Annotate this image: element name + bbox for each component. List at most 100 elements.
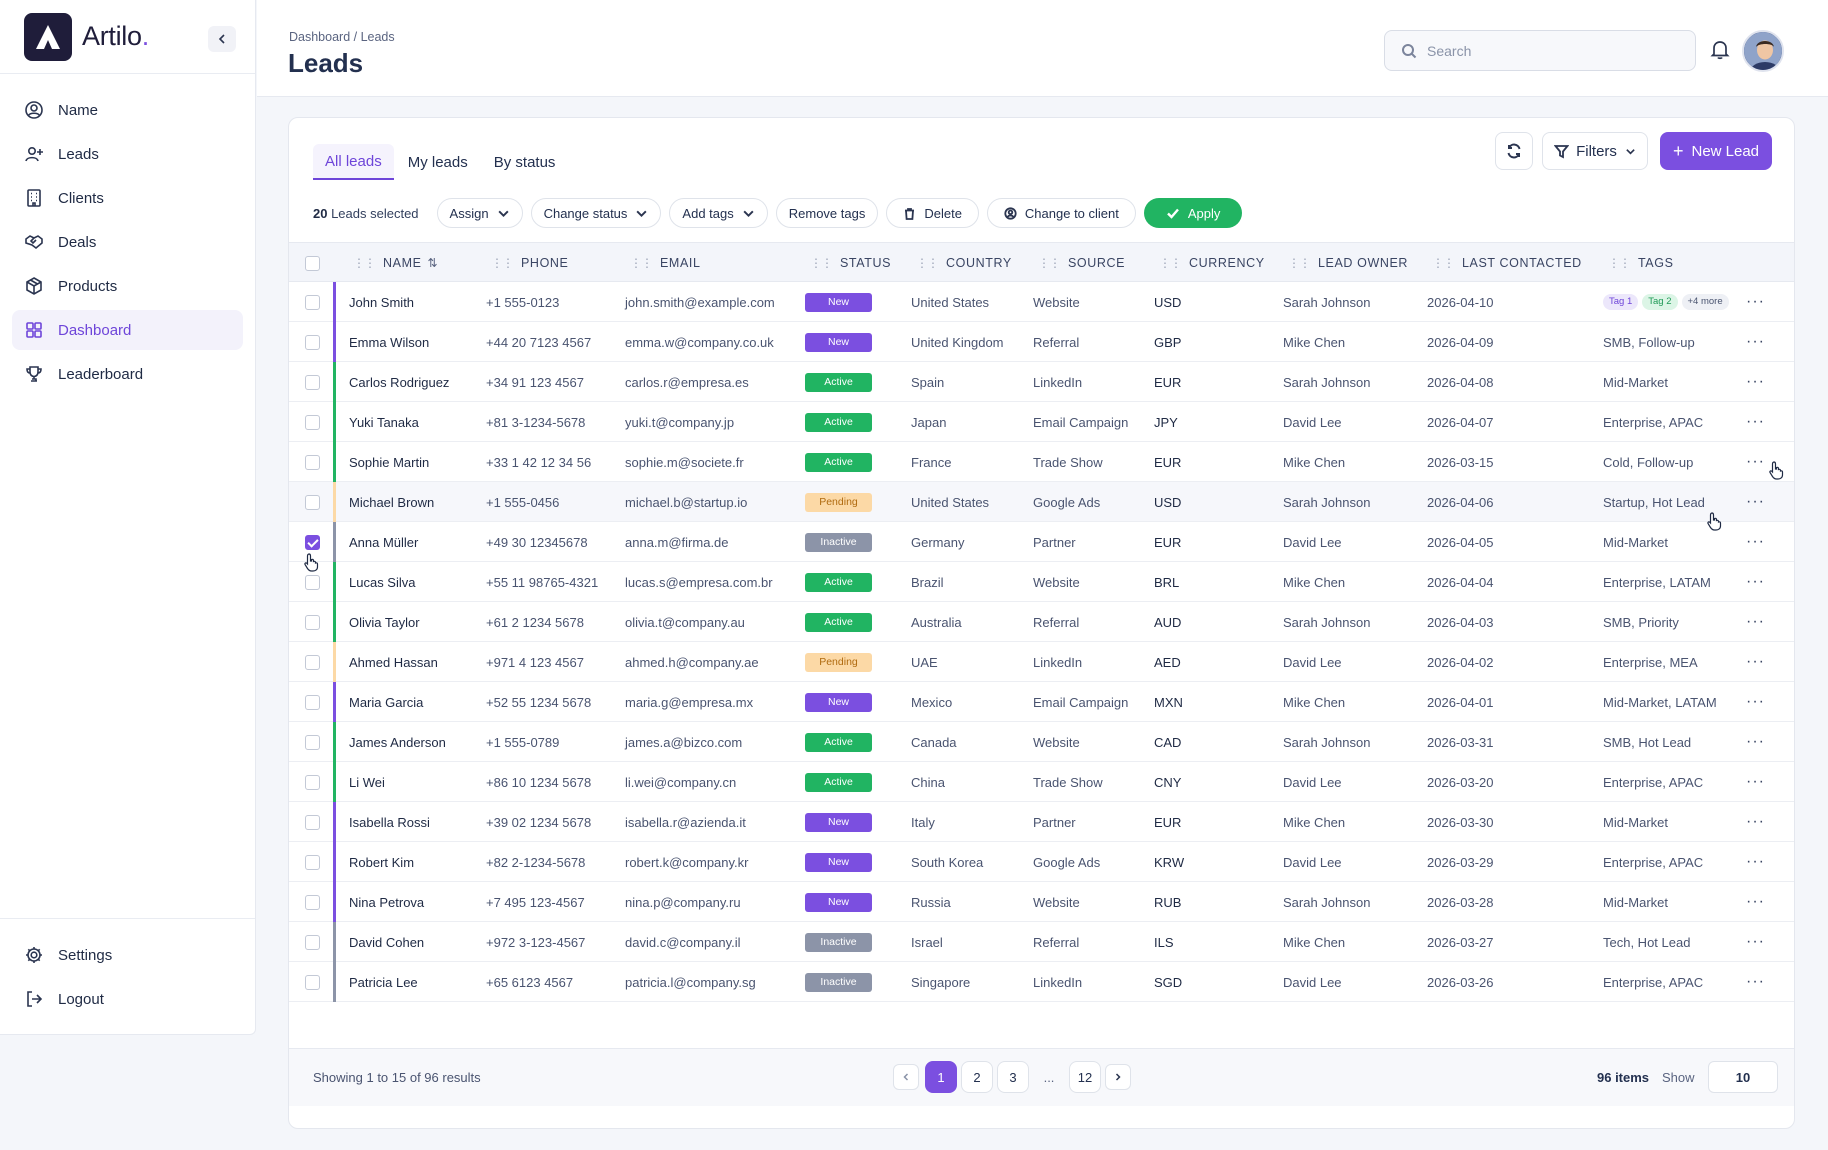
table-row[interactable]: Olivia Taylor +61 2 1234 5678 olivia.t@com… bbox=[289, 602, 1794, 642]
table-row[interactable]: Yuki Tanaka +81 3-1234-5678 yuki.t@company… bbox=[289, 402, 1794, 442]
sort-icon[interactable]: ⇅ bbox=[427, 256, 439, 270]
cell-name[interactable]: Patricia Lee bbox=[349, 974, 418, 990]
column-last-contacted[interactable]: ⋮⋮ LAST CONTACTED bbox=[1432, 243, 1582, 283]
column-status[interactable]: ⋮⋮ STATUS bbox=[810, 243, 891, 283]
cell-email[interactable]: james.a@bizco.com bbox=[625, 734, 743, 750]
page-size-select[interactable]: 10 bbox=[1708, 1061, 1778, 1093]
drag-handle-icon[interactable]: ⋮⋮ bbox=[491, 256, 514, 270]
change-status-button[interactable]: Change status bbox=[530, 198, 662, 228]
row-checkbox[interactable] bbox=[305, 814, 320, 830]
column-country[interactable]: ⋮⋮ COUNTRY bbox=[916, 243, 1012, 283]
tab-my-leads[interactable]: My leads bbox=[407, 153, 468, 171]
notifications-button[interactable] bbox=[1709, 38, 1733, 62]
cell-name[interactable]: Isabella Rossi bbox=[349, 814, 430, 830]
filters-button[interactable]: Filters bbox=[1542, 132, 1648, 170]
cell-name[interactable]: Sophie Martin bbox=[349, 454, 430, 470]
cell-name[interactable]: Carlos Rodriguez bbox=[349, 374, 450, 390]
cell-name[interactable]: Maria Garcia bbox=[349, 694, 424, 710]
sidebar-item-logout[interactable]: Logout bbox=[12, 979, 243, 1019]
remove-tags-button[interactable]: Remove tags bbox=[775, 198, 879, 228]
cell-name[interactable]: Olivia Taylor bbox=[349, 614, 420, 630]
column-phone[interactable]: ⋮⋮ PHONE bbox=[491, 243, 568, 283]
row-checkbox[interactable] bbox=[305, 294, 320, 310]
row-more-icon[interactable]: ··· bbox=[1746, 533, 1765, 550]
row-checkbox[interactable] bbox=[305, 414, 320, 430]
sidebar-item-dashboard[interactable]: Dashboard bbox=[12, 310, 243, 350]
cell-name[interactable]: David Cohen bbox=[349, 934, 425, 950]
cell-name[interactable]: Nina Petrova bbox=[349, 894, 425, 910]
cell-name[interactable]: Emma Wilson bbox=[349, 334, 430, 350]
table-row[interactable]: Emma Wilson +44 20 7123 4567 emma.w@compan… bbox=[289, 322, 1794, 362]
table-row[interactable]: Maria Garcia +52 55 1234 5678 maria.g@empr… bbox=[289, 682, 1794, 722]
row-checkbox[interactable] bbox=[305, 734, 320, 750]
row-more-icon[interactable]: ··· bbox=[1746, 693, 1765, 710]
row-more-icon[interactable]: ··· bbox=[1746, 893, 1765, 910]
cell-name[interactable]: Michael Brown bbox=[349, 494, 435, 510]
drag-handle-icon[interactable]: ⋮⋮ bbox=[630, 256, 653, 270]
column-email[interactable]: ⋮⋮ EMAIL bbox=[630, 243, 701, 283]
row-checkbox[interactable] bbox=[305, 614, 320, 630]
cell-email[interactable]: isabella.r@azienda.it bbox=[625, 814, 746, 830]
search-box[interactable] bbox=[1384, 30, 1696, 71]
cell-name[interactable]: Lucas Silva bbox=[349, 574, 416, 590]
page-button[interactable]: 3 bbox=[997, 1061, 1029, 1093]
cell-name[interactable]: James Anderson bbox=[349, 734, 446, 750]
row-more-icon[interactable]: ··· bbox=[1746, 413, 1765, 430]
table-row[interactable]: Lucas Silva +55 11 98765-4321 lucas.s@empr… bbox=[289, 562, 1794, 602]
cell-email[interactable]: lucas.s@empresa.com.br bbox=[625, 574, 773, 590]
row-checkbox[interactable] bbox=[305, 534, 320, 550]
tab-by-status[interactable]: By status bbox=[493, 153, 556, 171]
table-row[interactable]: John Smith +1 555-0123 john.smith@example.… bbox=[289, 282, 1794, 322]
collapse-sidebar-button[interactable] bbox=[208, 26, 236, 52]
table-row[interactable]: Anna Müller +49 30 12345678 anna.m@firma.d… bbox=[289, 522, 1794, 562]
sidebar-item-products[interactable]: Products bbox=[12, 266, 243, 306]
column-tags[interactable]: ⋮⋮ TAGS bbox=[1608, 243, 1674, 283]
tab-all-leads[interactable]: All leads bbox=[313, 144, 394, 180]
row-checkbox[interactable] bbox=[305, 774, 320, 790]
page-button[interactable]: 2 bbox=[961, 1061, 993, 1093]
row-checkbox[interactable] bbox=[305, 494, 320, 510]
row-more-icon[interactable]: ··· bbox=[1746, 453, 1765, 470]
cell-name[interactable]: John Smith bbox=[349, 294, 415, 310]
row-checkbox[interactable] bbox=[305, 374, 320, 390]
drag-handle-icon[interactable]: ⋮⋮ bbox=[353, 256, 376, 270]
cell-email[interactable]: john.smith@example.com bbox=[625, 294, 775, 310]
row-checkbox[interactable] bbox=[305, 894, 320, 910]
table-row[interactable]: David Cohen +972 3-123-4567 david.c@compan… bbox=[289, 922, 1794, 962]
row-checkbox[interactable] bbox=[305, 334, 320, 350]
drag-handle-icon[interactable]: ⋮⋮ bbox=[1432, 256, 1455, 270]
row-more-icon[interactable]: ··· bbox=[1746, 293, 1765, 310]
page-button[interactable]: 1 bbox=[925, 1061, 957, 1093]
table-row[interactable]: Robert Kim +82 2-1234-5678 robert.k@compan… bbox=[289, 842, 1794, 882]
cell-email[interactable]: anna.m@firma.de bbox=[625, 534, 729, 550]
row-more-icon[interactable]: ··· bbox=[1746, 493, 1765, 510]
row-more-icon[interactable]: ··· bbox=[1746, 853, 1765, 870]
table-row[interactable]: Sophie Martin +33 1 42 12 34 56 sophie.m@s… bbox=[289, 442, 1794, 482]
row-more-icon[interactable]: ··· bbox=[1746, 373, 1765, 390]
cell-name[interactable]: Yuki Tanaka bbox=[349, 414, 419, 430]
cell-email[interactable]: yuki.t@company.jp bbox=[625, 414, 735, 430]
cell-name[interactable]: Li Wei bbox=[349, 774, 385, 790]
cell-email[interactable]: michael.b@startup.io bbox=[625, 494, 748, 510]
sidebar-item-name[interactable]: Name bbox=[12, 90, 243, 130]
row-checkbox[interactable] bbox=[305, 454, 320, 470]
row-more-icon[interactable]: ··· bbox=[1746, 733, 1765, 750]
cell-email[interactable]: olivia.t@company.au bbox=[625, 614, 745, 630]
select-all-checkbox[interactable] bbox=[305, 255, 320, 271]
row-more-icon[interactable]: ··· bbox=[1746, 653, 1765, 670]
row-checkbox[interactable] bbox=[305, 654, 320, 670]
column-name[interactable]: ⋮⋮ NAME ⇅ bbox=[353, 243, 438, 283]
sidebar-item-clients[interactable]: Clients bbox=[12, 178, 243, 218]
prev-page-button[interactable] bbox=[893, 1064, 919, 1090]
table-row[interactable]: Isabella Rossi +39 02 1234 5678 isabella.r… bbox=[289, 802, 1794, 842]
row-checkbox[interactable] bbox=[305, 694, 320, 710]
add-tags-button[interactable]: Add tags bbox=[669, 198, 768, 228]
drag-handle-icon[interactable]: ⋮⋮ bbox=[810, 256, 833, 270]
row-more-icon[interactable]: ··· bbox=[1746, 973, 1765, 990]
table-row[interactable]: Carlos Rodriguez +34 91 123 4567 carlos.r@… bbox=[289, 362, 1794, 402]
cell-name[interactable]: Ahmed Hassan bbox=[349, 654, 438, 670]
delete-button[interactable]: Delete bbox=[886, 198, 979, 228]
row-more-icon[interactable]: ··· bbox=[1746, 573, 1765, 590]
row-more-icon[interactable]: ··· bbox=[1746, 333, 1765, 350]
cell-email[interactable]: david.c@company.il bbox=[625, 934, 741, 950]
